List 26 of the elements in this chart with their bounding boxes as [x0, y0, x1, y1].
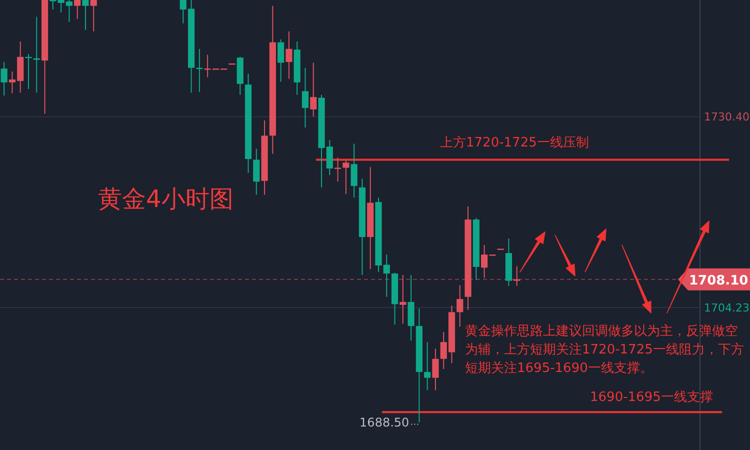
candlestick [514, 266, 520, 286]
candlestick [302, 67, 309, 128]
candlestick [350, 143, 358, 198]
candlestick [456, 284, 464, 328]
candlestick [33, 16, 40, 94]
candlestick [432, 348, 439, 391]
candlestick [278, 38, 284, 82]
annotation: 1688.50 [360, 415, 410, 430]
text: 黄金4小时图 [98, 185, 234, 213]
y-tick-label: 1730.40 [704, 110, 750, 124]
candlestick [286, 30, 292, 80]
candlestick [253, 148, 260, 196]
candlestick [342, 160, 350, 195]
candlestick [334, 157, 342, 182]
candlestick [0, 61, 8, 96]
candlestick [424, 342, 431, 391]
y-tick-label: 1704.23 [704, 302, 750, 315]
candlestick [82, 0, 89, 30]
annotation: 黄金操作思路上建议回调做多以为主，反弹做空为辅，上方短期关注1720-1725一线阻力，下方短期关注1695-1690一线支撑。 [465, 323, 744, 376]
candlestick [310, 62, 317, 118]
candlestick [400, 274, 406, 324]
ref-line-label: 1690-1695一线支撑 [590, 390, 713, 406]
candlestick [74, 0, 81, 20]
candlestick [90, 0, 97, 32]
ref-line-label: 1708.10 [689, 273, 748, 288]
ref-line-label: 上方1720-1725一线压制 [440, 134, 589, 151]
